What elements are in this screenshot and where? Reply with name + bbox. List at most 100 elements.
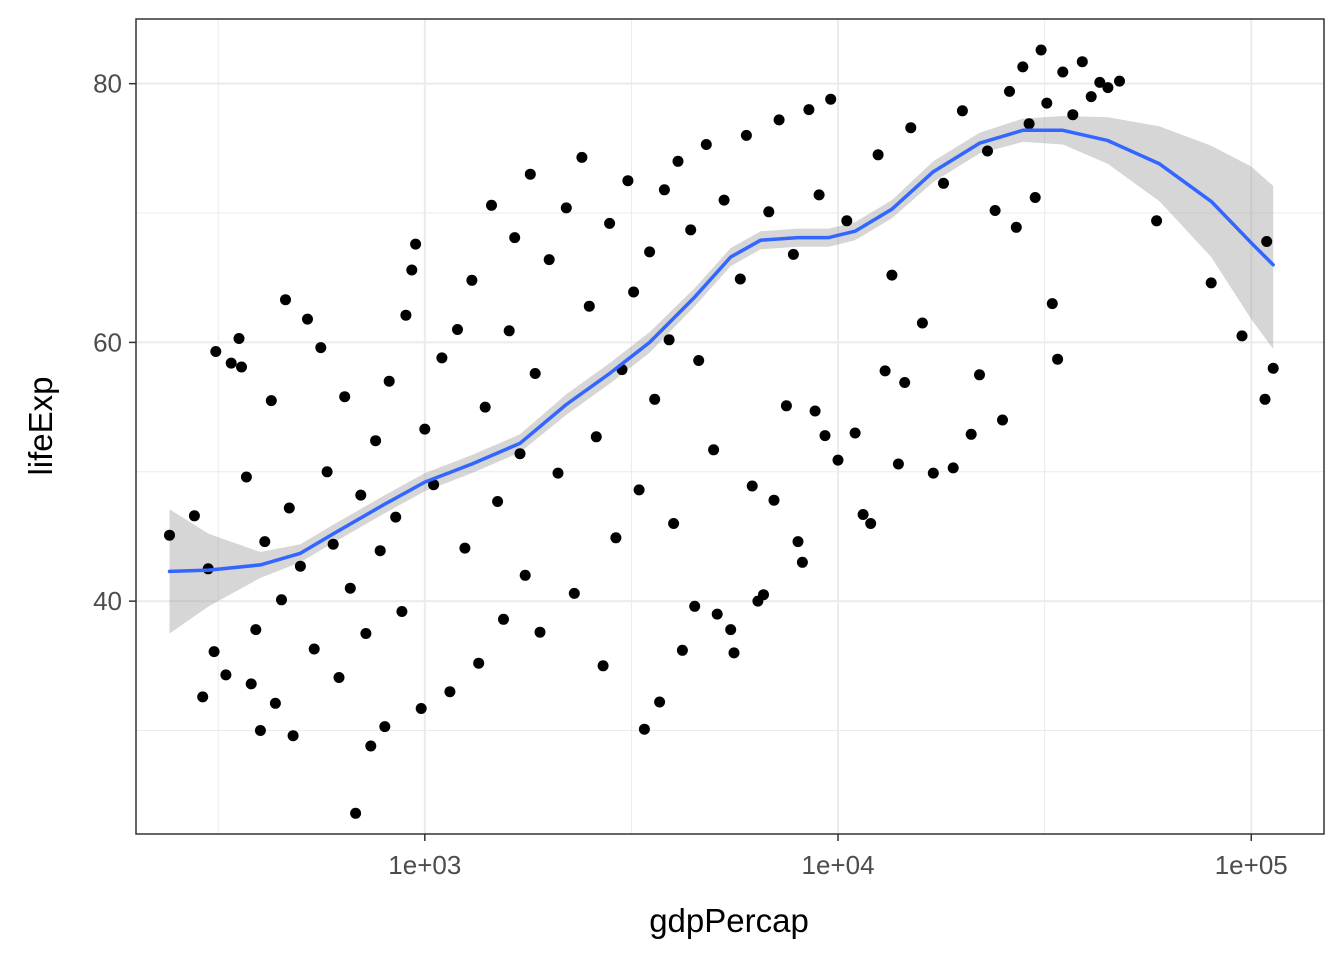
data-point — [240, 471, 252, 483]
data-point — [773, 114, 785, 126]
x-tick-label: 1e+03 — [388, 850, 461, 880]
data-point — [220, 669, 232, 681]
data-point — [879, 365, 891, 377]
data-point — [529, 368, 541, 379]
data-point — [188, 510, 200, 522]
data-point — [865, 518, 877, 529]
data-point — [658, 184, 670, 196]
data-point — [374, 545, 386, 557]
data-point — [997, 414, 1008, 426]
data-point — [711, 608, 723, 620]
data-point — [982, 145, 993, 157]
data-point — [672, 155, 684, 167]
data-point — [406, 264, 418, 276]
data-point — [638, 723, 650, 735]
data-point — [444, 686, 456, 698]
data-point — [1076, 56, 1088, 68]
data-point — [1057, 66, 1069, 78]
data-point — [989, 205, 1001, 216]
smooth-fit-line — [167, 128, 1275, 574]
data-point — [576, 151, 588, 163]
data-point — [1029, 192, 1041, 203]
data-point — [498, 613, 509, 625]
data-point — [604, 217, 616, 229]
data-point — [1085, 91, 1097, 103]
data-point — [1052, 353, 1064, 365]
data-point — [383, 375, 395, 387]
y-axis-title: lifeExp — [22, 376, 59, 475]
data-point — [610, 532, 622, 544]
data-point — [164, 529, 175, 541]
data-point — [803, 104, 815, 116]
data-point — [668, 518, 680, 529]
data-point — [210, 346, 222, 357]
data-point — [583, 300, 595, 312]
data-point — [590, 431, 602, 443]
data-point — [1067, 109, 1079, 121]
data-point — [479, 401, 491, 413]
data-point — [663, 334, 675, 346]
data-point — [1094, 76, 1106, 88]
data-point — [849, 427, 861, 439]
data-point — [1267, 362, 1279, 374]
data-point — [197, 691, 209, 703]
data-point — [763, 206, 775, 218]
data-point — [339, 391, 351, 403]
data-point — [524, 168, 536, 180]
data-point — [892, 458, 904, 470]
data-point — [708, 444, 720, 456]
data-point — [254, 725, 266, 736]
x-axis-ticks: 1e+03 1e+04 1e+05 — [388, 834, 1288, 880]
data-point — [927, 467, 939, 479]
data-point — [787, 248, 799, 260]
data-point — [974, 369, 985, 381]
data-point — [459, 542, 471, 554]
data-point — [333, 672, 345, 683]
data-point — [734, 273, 746, 285]
data-point — [543, 254, 555, 266]
data-point — [780, 400, 792, 412]
data-point — [233, 333, 245, 344]
data-point — [379, 721, 391, 733]
data-point — [1017, 61, 1029, 73]
data-point — [1041, 97, 1053, 109]
data-point — [628, 286, 640, 298]
data-point — [905, 122, 917, 134]
data-point — [938, 177, 949, 189]
smooth-line — [167, 128, 1275, 574]
y-tick-label: 80 — [93, 69, 122, 99]
data-point — [792, 536, 804, 548]
data-point — [370, 435, 382, 447]
data-point — [552, 467, 564, 479]
data-point — [1236, 330, 1248, 342]
data-point — [916, 317, 928, 329]
data-point — [509, 232, 521, 244]
data-point — [685, 224, 697, 236]
data-point — [473, 657, 485, 669]
data-point — [746, 480, 758, 492]
data-point — [622, 175, 634, 187]
data-point — [1102, 82, 1114, 94]
data-point — [344, 582, 356, 594]
data-point — [269, 697, 281, 709]
data-point — [503, 325, 515, 337]
data-point — [1114, 75, 1125, 87]
data-point — [355, 489, 367, 501]
data-point — [492, 496, 504, 507]
data-point — [390, 511, 402, 523]
data-point — [886, 269, 898, 281]
data-point — [519, 569, 531, 581]
data-point — [302, 313, 313, 325]
x-tick-label: 1e+05 — [1215, 850, 1288, 880]
major-gridlines — [136, 19, 1324, 834]
data-point — [415, 703, 427, 714]
minor-gridlines — [136, 19, 1324, 834]
data-point — [436, 352, 448, 364]
data-point — [350, 807, 362, 819]
data-point — [452, 324, 463, 335]
data-point — [832, 454, 844, 466]
data-point — [725, 624, 737, 636]
data-point — [236, 361, 247, 373]
